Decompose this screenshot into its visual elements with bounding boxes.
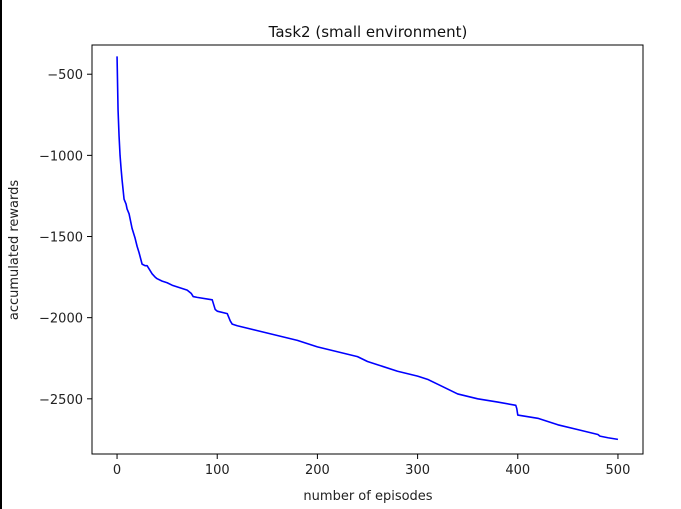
y-tick-label: −2000 (39, 312, 83, 327)
y-axis: −500 −1000 −1500 −2000 −2500 (39, 68, 92, 408)
series-layer (116, 56, 619, 441)
y-tick-label: −2500 (39, 393, 83, 408)
x-tick-label: 0 (113, 463, 121, 478)
y-tick-label: −500 (47, 68, 83, 83)
x-tick-label: 300 (405, 463, 430, 478)
chart-title: Task2 (small environment) (268, 23, 468, 41)
y-tick-label: −1500 (39, 231, 83, 246)
series-line (116, 56, 619, 441)
x-tick-label: 500 (606, 463, 631, 478)
x-tick-label: 200 (305, 463, 330, 478)
y-tick-label: −1000 (39, 149, 83, 164)
x-tick-label: 400 (505, 463, 530, 478)
y-axis-label: accumulated rewards (7, 180, 22, 320)
x-tick-label: 100 (205, 463, 230, 478)
x-axis-label: number of episodes (303, 489, 432, 504)
left-border-line (0, 0, 2, 509)
plot-area (91, 44, 644, 455)
x-axis: 0 100 200 300 400 500 (113, 454, 630, 478)
